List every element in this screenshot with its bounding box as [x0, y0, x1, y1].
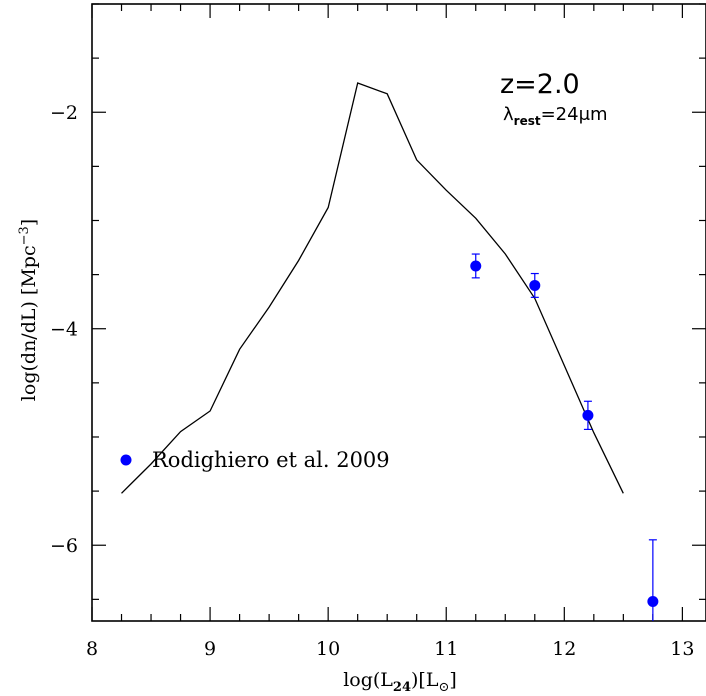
x-tick-label: 8 — [86, 638, 98, 660]
data-point — [529, 279, 541, 291]
plot-border — [91, 3, 706, 622]
legend: Rodighiero et al. 2009 — [120, 448, 390, 472]
legend-label: Rodighiero et al. 2009 — [152, 448, 390, 472]
data-point — [470, 260, 482, 272]
x-tick-label: 12 — [552, 638, 576, 660]
axis-ticks — [91, 3, 706, 621]
y-tick-label: −2 — [50, 102, 78, 124]
data-point — [582, 409, 594, 421]
plot-frame — [91, 3, 706, 622]
redshift-annotation: z=2.0 — [500, 69, 580, 100]
y-tick-label: −6 — [50, 535, 78, 557]
data-point — [647, 596, 659, 608]
model-curve — [121, 82, 624, 494]
wavelength-annotation: λrest=24μm — [503, 104, 608, 128]
y-tick-label: −4 — [50, 319, 78, 341]
legend-marker — [120, 454, 132, 466]
model-line — [121, 82, 624, 494]
x-tick-labels: 8 9 10 11 12 13 — [86, 638, 695, 660]
x-tick-label: 13 — [670, 638, 694, 660]
x-axis-title: log(L24)[L⊙] — [343, 669, 457, 695]
x-tick-label: 9 — [204, 638, 216, 660]
x-tick-label: 11 — [434, 638, 458, 660]
data-points — [470, 253, 659, 621]
x-tick-label: 10 — [316, 638, 340, 660]
y-axis-title: log(dn/dL) [Mpc−3] — [17, 219, 40, 401]
y-tick-labels: −2 −4 −6 — [50, 102, 78, 557]
